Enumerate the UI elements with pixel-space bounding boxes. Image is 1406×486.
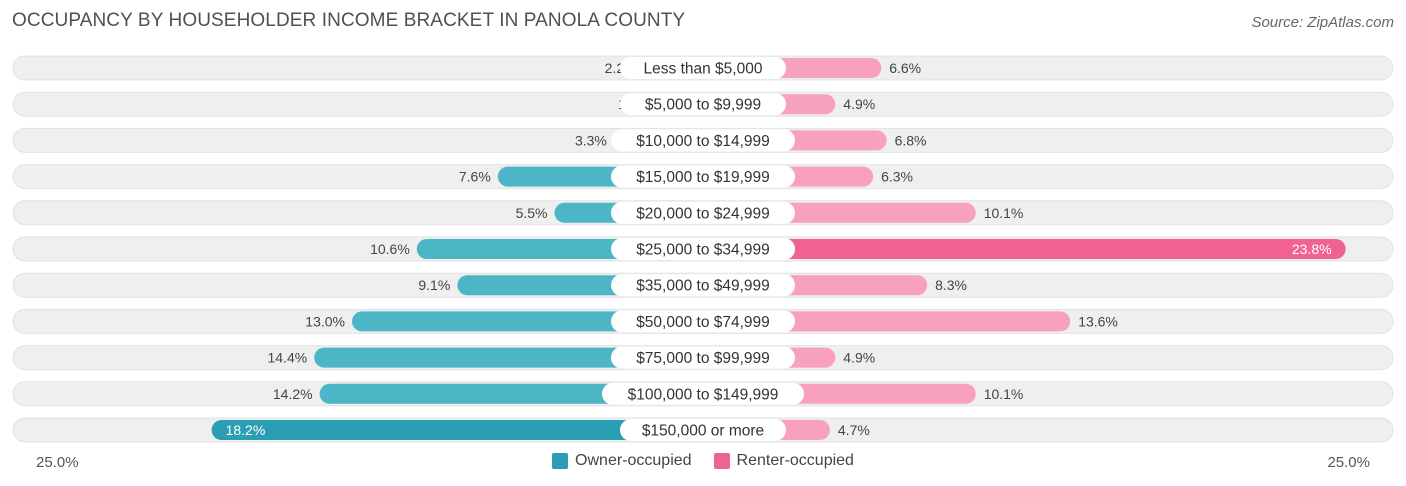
owner-value-label: 9.1%: [418, 277, 450, 293]
category-pill: [620, 57, 786, 79]
owner-value-label: 14.2%: [273, 386, 313, 402]
owner-bar: [211, 420, 703, 440]
category-label: $25,000 to $34,999: [636, 242, 770, 259]
owner-value-label: 3.3%: [575, 132, 607, 148]
owner-value-label: 7.6%: [459, 169, 491, 185]
owner-bar: [314, 347, 703, 368]
renter-bar: [703, 239, 1346, 259]
owner-value-label: 13.0%: [305, 313, 345, 329]
category-label: $75,000 to $99,999: [636, 350, 770, 367]
renter-value-label: 6.6%: [889, 60, 921, 76]
owner-value-label: 10.6%: [370, 241, 410, 257]
renter-value-label: 10.1%: [984, 386, 1024, 402]
owner-value-label: 14.4%: [267, 350, 307, 366]
renter-value-label: 6.8%: [895, 132, 927, 148]
legend: Owner-occupied Renter-occupied: [0, 452, 1406, 470]
category-label: $15,000 to $19,999: [636, 169, 770, 186]
owner-value-label: 18.2%: [226, 422, 266, 438]
category-pill: [611, 165, 795, 188]
legend-swatch-owner: [552, 453, 569, 469]
renter-value-label: 4.9%: [843, 96, 875, 112]
renter-value-label: 13.6%: [1078, 313, 1118, 329]
category-pill: [611, 274, 795, 297]
renter-value-label: 4.7%: [838, 422, 870, 438]
renter-value-label: 4.9%: [843, 350, 875, 366]
category-label: $150,000 or more: [642, 423, 764, 440]
renter-value-label: 6.3%: [881, 169, 913, 185]
category-label: $10,000 to $14,999: [636, 133, 770, 150]
category-pill: [611, 129, 795, 152]
axis-label-right: 25.0%: [1327, 454, 1370, 471]
renter-value-label: 23.8%: [1292, 241, 1332, 257]
category-label: $100,000 to $149,999: [628, 386, 779, 403]
category-pill: [611, 346, 795, 369]
category-pill: [611, 310, 795, 333]
legend-item-owner: Owner-occupied: [552, 452, 692, 470]
category-pill: [611, 201, 795, 224]
legend-swatch-renter: [713, 453, 730, 469]
category-label: $50,000 to $74,999: [636, 314, 770, 331]
category-pill: [602, 382, 804, 405]
category-label: $35,000 to $49,999: [636, 278, 770, 295]
category-label: Less than $5,000: [644, 61, 763, 78]
category-pill: [620, 419, 786, 441]
category-pill: [620, 93, 786, 116]
renter-value-label: 10.1%: [984, 205, 1024, 221]
legend-label-renter: Renter-occupied: [736, 452, 854, 469]
category-pill: [611, 238, 795, 260]
category-label: $5,000 to $9,999: [645, 97, 761, 114]
owner-value-label: 5.5%: [516, 205, 548, 221]
legend-item-renter: Renter-occupied: [713, 452, 854, 470]
chart-title: OCCUPANCY BY HOUSEHOLDER INCOME BRACKET …: [12, 10, 686, 31]
renter-bar: [703, 311, 1071, 332]
legend-label-owner: Owner-occupied: [575, 452, 692, 469]
renter-value-label: 8.3%: [935, 277, 967, 293]
axis-label-left: 25.0%: [36, 454, 79, 471]
category-label: $20,000 to $24,999: [636, 205, 770, 222]
source-note: Source: ZipAtlas.com: [1251, 14, 1394, 31]
